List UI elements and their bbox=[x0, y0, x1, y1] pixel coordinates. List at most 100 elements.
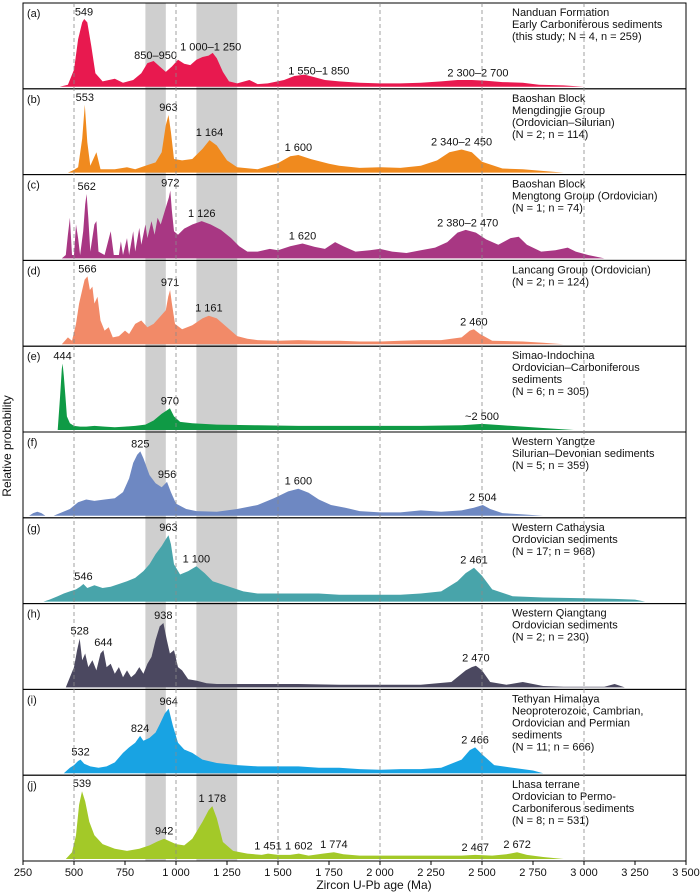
panel-tag: (c) bbox=[27, 180, 40, 192]
peak-label: 972 bbox=[161, 178, 179, 190]
x-axis: 250 500 750 1 000 1 250 1 500 1 750 2 000 2 250 2… bbox=[14, 861, 700, 879]
panel-description-line: (N = 1; n = 74) bbox=[512, 203, 583, 215]
x-tick-label: 1 750 bbox=[315, 867, 343, 879]
peak-label: 2 466 bbox=[461, 734, 489, 746]
panel-description-line: Nanduan Formation bbox=[512, 7, 609, 19]
panel-tag: (a) bbox=[27, 8, 40, 20]
panel-tag: (i) bbox=[27, 694, 37, 706]
panel-description-line: (N = 2; n = 230) bbox=[512, 632, 589, 644]
peak-label: 971 bbox=[161, 277, 179, 289]
peak-label: 566 bbox=[78, 263, 96, 275]
x-tick-label: 250 bbox=[14, 867, 32, 879]
panel-description-line: Neoproterozoic, Cambrian, bbox=[512, 705, 643, 717]
dashed-reference-lines bbox=[73, 3, 585, 861]
panel-d: (d) Lancang Group (Ordovician)(N = 2; n =… bbox=[22, 259, 687, 347]
panel-description-line: (N = 2; n = 114) bbox=[512, 129, 588, 141]
peak-label: 2 300–2 700 bbox=[447, 67, 508, 79]
panel-description-line: Ordovician and Permian bbox=[512, 717, 630, 729]
peak-label: 1 126 bbox=[188, 208, 216, 220]
peak-label: 2 672 bbox=[503, 839, 531, 851]
peak-label: 644 bbox=[94, 637, 112, 649]
peak-label: 553 bbox=[76, 92, 94, 104]
panel-description-line: Mengtong Group (Ordovician) bbox=[512, 191, 658, 203]
probability-curve bbox=[29, 451, 544, 516]
panel-description-line: (N = 11; n = 666) bbox=[512, 741, 594, 753]
x-tick-label: 3 500 bbox=[672, 867, 700, 879]
panel-description-line: (this study; N = 4, n = 259) bbox=[512, 31, 642, 43]
peak-label: 2 380–2 470 bbox=[437, 217, 498, 229]
panel-description-line: sediments bbox=[512, 374, 563, 386]
peak-label: 532 bbox=[71, 747, 89, 759]
panel-tag: (h) bbox=[27, 609, 40, 621]
x-tick-label: 2 250 bbox=[417, 867, 445, 879]
x-tick-label: 3 000 bbox=[570, 867, 598, 879]
panel-description-line: Ordovician sediments bbox=[512, 620, 618, 632]
peak-label: 1 178 bbox=[199, 793, 227, 805]
panel-description-line: Western Cathaysia bbox=[512, 522, 606, 534]
peak-label: 964 bbox=[159, 696, 177, 708]
peak-label: 1 100 bbox=[183, 553, 211, 565]
probability-curve bbox=[65, 623, 625, 688]
x-tick-label: 1 500 bbox=[264, 867, 292, 879]
panel-description-line: Ordovician–Carboniferous bbox=[512, 362, 640, 374]
peak-label: 1 000–1 250 bbox=[180, 41, 241, 53]
panel-e: (e) Simao-IndochinaOrdovician–Carbonifero… bbox=[22, 345, 687, 433]
peak-label: 539 bbox=[73, 778, 91, 790]
panel-description-line: (N = 17; n = 968) bbox=[512, 546, 595, 558]
probability-curve bbox=[63, 708, 544, 774]
peak-label: 528 bbox=[71, 626, 89, 638]
peak-label: 562 bbox=[77, 181, 95, 193]
probability-curve bbox=[61, 276, 564, 345]
peak-label: 2 467 bbox=[462, 842, 490, 854]
panel-tag: (g) bbox=[27, 523, 40, 535]
panel-description-line: (N = 6; n = 305) bbox=[512, 386, 589, 398]
panel-description-line: Western Qiangtang bbox=[512, 608, 607, 620]
probability-curve bbox=[65, 791, 564, 859]
panel-description-line: Tethyan Himalaya bbox=[512, 693, 600, 705]
peak-label: 1 774 bbox=[320, 839, 348, 851]
x-tick-label: 500 bbox=[65, 867, 83, 879]
panel-description-line: (N = 8; n = 531) bbox=[512, 815, 589, 827]
peak-label: 1 600 bbox=[285, 476, 313, 488]
panel-description-line: Ordovician to Permo- bbox=[512, 791, 616, 803]
panel-tag: (e) bbox=[27, 351, 40, 363]
peak-label: 956 bbox=[158, 469, 176, 481]
panel-frame bbox=[22, 774, 687, 862]
panel-tag: (d) bbox=[27, 265, 40, 277]
panel-description-line: Baoshan Block bbox=[512, 179, 586, 191]
peak-label: 942 bbox=[155, 826, 173, 838]
probability-curve bbox=[43, 535, 646, 602]
peak-label: 2 470 bbox=[462, 653, 490, 665]
panel-description-line: Carboniferous sediments bbox=[512, 803, 635, 815]
panel-description-line: (Ordovician–Silurian) bbox=[512, 117, 615, 129]
peak-label: 1 550–1 850 bbox=[288, 65, 349, 77]
panel-description-line: Baoshan Block bbox=[512, 93, 586, 105]
panel-description-line: Western Yangtze bbox=[512, 436, 595, 448]
peak-label: 963 bbox=[159, 522, 177, 534]
panel-tag: (j) bbox=[27, 780, 37, 792]
panel-description-line: (N = 2; n = 124) bbox=[512, 276, 589, 288]
peak-label: 825 bbox=[131, 438, 149, 450]
peak-label: 970 bbox=[161, 395, 179, 407]
panel-description-line: Simao-Indochina bbox=[512, 350, 595, 362]
panel-description-line: Ordovician sediments bbox=[512, 534, 618, 546]
peak-label: 963 bbox=[159, 102, 177, 114]
x-tick-label: 1 000 bbox=[162, 867, 190, 879]
panel-frame bbox=[22, 174, 687, 261]
peak-label: 824 bbox=[131, 723, 149, 735]
x-tick-label: 750 bbox=[116, 867, 134, 879]
peak-label: 444 bbox=[53, 351, 71, 363]
peak-label: 2 340–2 450 bbox=[431, 137, 492, 149]
peak-label: 2 461 bbox=[460, 555, 488, 567]
x-tick-label: 2 000 bbox=[366, 867, 394, 879]
probability-curve bbox=[67, 104, 564, 173]
